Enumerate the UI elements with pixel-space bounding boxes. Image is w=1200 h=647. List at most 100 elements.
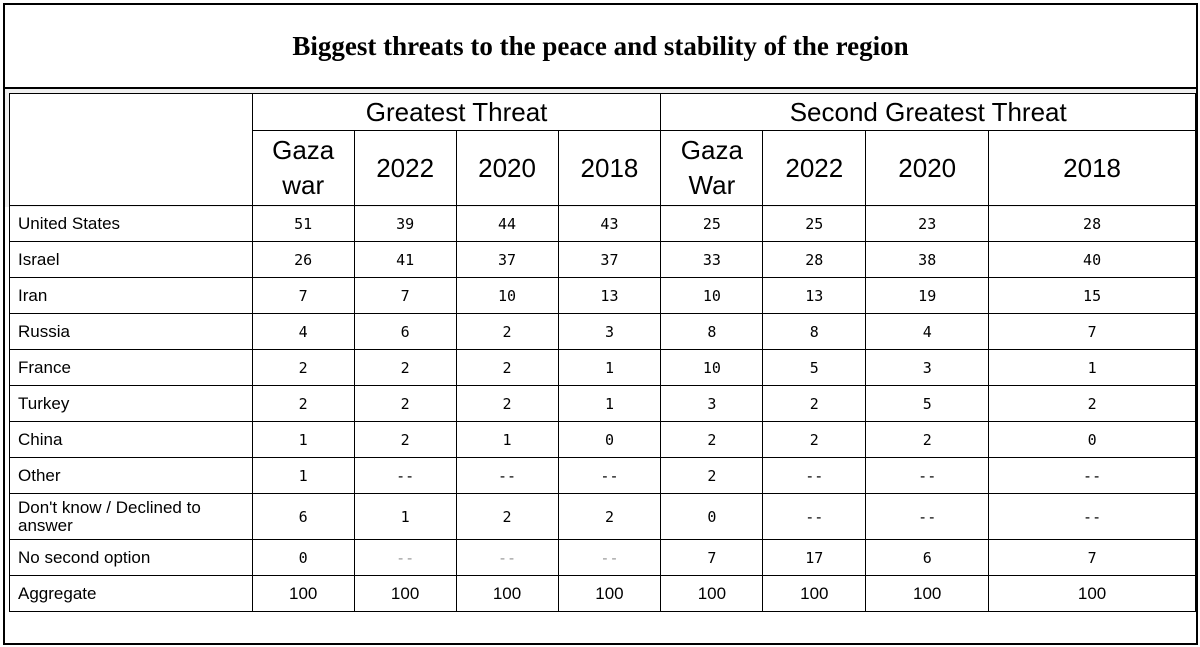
table-cell: 1 bbox=[251, 421, 355, 458]
col-header-2022-1: 2022 bbox=[353, 130, 457, 206]
header-second-greatest-threat: Second Greatest Threat bbox=[660, 93, 1196, 131]
header-greatest-threat: Greatest Threat bbox=[251, 93, 662, 131]
table-cell: -- bbox=[988, 457, 1196, 494]
table-cell: 0 bbox=[251, 539, 355, 576]
table-cell: 7 bbox=[988, 539, 1196, 576]
table-cell: 1 bbox=[455, 421, 559, 458]
table-cell: 1 bbox=[557, 385, 662, 422]
col-header-2020-1: 2020 bbox=[455, 130, 559, 206]
col-header-2018-2: 2018 bbox=[988, 130, 1196, 206]
table-cell: 100 bbox=[988, 575, 1196, 612]
table-cell: 38 bbox=[865, 241, 990, 278]
row-label: Other bbox=[9, 457, 253, 494]
table-cell: -- bbox=[455, 457, 559, 494]
table-cell: 26 bbox=[251, 241, 355, 278]
table-cell: -- bbox=[988, 493, 1196, 540]
table-cell: 100 bbox=[251, 575, 355, 612]
row-label: Turkey bbox=[9, 385, 253, 422]
table-cell: -- bbox=[865, 457, 990, 494]
table-cell: -- bbox=[557, 457, 662, 494]
table-cell: 37 bbox=[455, 241, 559, 278]
threats-table: Greatest Threat Second Greatest Threat G… bbox=[9, 93, 1196, 612]
table-cell: 2 bbox=[865, 421, 990, 458]
table-cell: -- bbox=[353, 539, 457, 576]
table-cell: 2 bbox=[455, 493, 559, 540]
table-row: No second option 0 -- -- -- 7 17 6 7 bbox=[9, 539, 1196, 576]
table-cell: 33 bbox=[660, 241, 764, 278]
table-cell: 51 bbox=[251, 205, 355, 242]
col-header-2018-1: 2018 bbox=[557, 130, 662, 206]
table-cell: 10 bbox=[455, 277, 559, 314]
row-label: Iran bbox=[9, 277, 253, 314]
col-header-2020-2: 2020 bbox=[865, 130, 990, 206]
table-cell: 3 bbox=[660, 385, 764, 422]
table-cell: 37 bbox=[557, 241, 662, 278]
title-divider bbox=[5, 87, 1196, 89]
row-label: United States bbox=[9, 205, 253, 242]
table-cell: 6 bbox=[251, 493, 355, 540]
table-cell: 39 bbox=[353, 205, 457, 242]
table-cell: 2 bbox=[988, 385, 1196, 422]
table-cell: 0 bbox=[660, 493, 764, 540]
table-cell: 15 bbox=[988, 277, 1196, 314]
table-cell: 13 bbox=[762, 277, 867, 314]
table-cell: -- bbox=[455, 539, 559, 576]
table-cell: 3 bbox=[865, 349, 990, 386]
table-cell: 2 bbox=[762, 421, 867, 458]
row-label: Russia bbox=[9, 313, 253, 350]
table-cell: 41 bbox=[353, 241, 457, 278]
table-cell: 7 bbox=[251, 277, 355, 314]
table-cell: 4 bbox=[865, 313, 990, 350]
table-row: Russia 4 6 2 3 8 8 4 7 bbox=[9, 313, 1196, 350]
table-cell: 2 bbox=[353, 349, 457, 386]
table-row: United States 51 39 44 43 25 25 23 28 bbox=[9, 205, 1196, 242]
table-cell: 1 bbox=[988, 349, 1196, 386]
table-cell: 4 bbox=[251, 313, 355, 350]
table-title: Biggest threats to the peace and stabili… bbox=[292, 30, 909, 61]
table-cell: 44 bbox=[455, 205, 559, 242]
table-cell: 0 bbox=[988, 421, 1196, 458]
table-cell: -- bbox=[865, 493, 990, 540]
table-cell: 23 bbox=[865, 205, 990, 242]
table-cell: 40 bbox=[988, 241, 1196, 278]
row-label: China bbox=[9, 421, 253, 458]
table-cell: 100 bbox=[557, 575, 662, 612]
table-cell: 1 bbox=[557, 349, 662, 386]
table-cell: 2 bbox=[353, 385, 457, 422]
table-cell: 10 bbox=[660, 349, 764, 386]
table-row: Don't know / Declined to answer 6 1 2 2 … bbox=[9, 493, 1196, 540]
table-cell: 100 bbox=[762, 575, 867, 612]
table-row: Israel 26 41 37 37 33 28 38 40 bbox=[9, 241, 1196, 278]
row-label: Israel bbox=[9, 241, 253, 278]
row-label: Aggregate bbox=[9, 575, 253, 612]
table-cell: 0 bbox=[557, 421, 662, 458]
table-cell: 100 bbox=[865, 575, 990, 612]
table-cell: 28 bbox=[762, 241, 867, 278]
table-row: China 1 2 1 0 2 2 2 0 bbox=[9, 421, 1196, 458]
table-cell: 7 bbox=[660, 539, 764, 576]
row-label: France bbox=[9, 349, 253, 386]
table-cell: 10 bbox=[660, 277, 764, 314]
table-frame: Biggest threats to the peace and stabili… bbox=[3, 3, 1198, 645]
table-cell: 19 bbox=[865, 277, 990, 314]
col-header-gaza-war-2: Gaza War bbox=[660, 130, 764, 206]
table-cell: 2 bbox=[251, 385, 355, 422]
table-cell: 2 bbox=[251, 349, 355, 386]
table-cell: 2 bbox=[455, 349, 559, 386]
table-cell: 3 bbox=[557, 313, 662, 350]
table-cell: 1 bbox=[251, 457, 355, 494]
table-cell: 2 bbox=[455, 385, 559, 422]
table-cell: 100 bbox=[455, 575, 559, 612]
table-row: France 2 2 2 1 10 5 3 1 bbox=[9, 349, 1196, 386]
table-cell: 13 bbox=[557, 277, 662, 314]
table-row: Other 1 -- -- -- 2 -- -- -- bbox=[9, 457, 1196, 494]
table-cell: 25 bbox=[762, 205, 867, 242]
table-cell: 6 bbox=[865, 539, 990, 576]
table-cell: 5 bbox=[865, 385, 990, 422]
table-cell: 8 bbox=[660, 313, 764, 350]
table-row: Iran 7 7 10 13 10 13 19 15 bbox=[9, 277, 1196, 314]
row-label: No second option bbox=[9, 539, 253, 576]
row-label: Don't know / Declined to answer bbox=[9, 493, 253, 540]
table-cell: 100 bbox=[660, 575, 764, 612]
table-cell: 28 bbox=[988, 205, 1196, 242]
